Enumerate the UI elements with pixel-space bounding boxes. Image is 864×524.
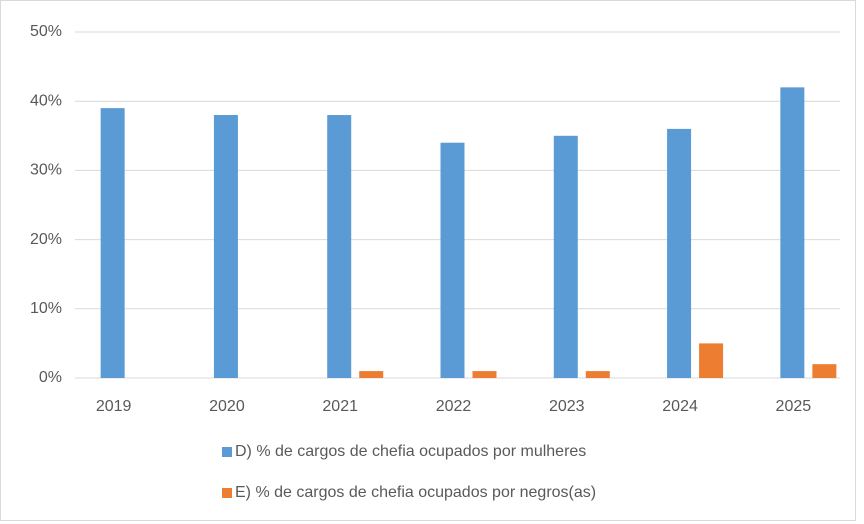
- x-tick-label: 2025: [776, 398, 812, 415]
- bar: [812, 364, 837, 378]
- x-tick-label: 2021: [322, 398, 358, 415]
- bar: [440, 142, 465, 378]
- y-tick-label: 0%: [39, 369, 62, 386]
- bar: [585, 371, 610, 378]
- y-tick-label: 40%: [30, 92, 62, 109]
- bar: [213, 115, 238, 378]
- legend-label: D) % de cargos de chefia ocupados por mu…: [235, 443, 586, 460]
- legend-swatch: [222, 488, 232, 498]
- y-tick-label: 10%: [30, 300, 62, 317]
- bar: [780, 87, 805, 379]
- bar: [699, 343, 724, 378]
- bar: [327, 115, 352, 378]
- y-tick-label: 30%: [30, 162, 62, 179]
- x-tick-label: 2023: [549, 398, 585, 415]
- x-tick-label: 2019: [96, 398, 132, 415]
- x-tick-label: 2022: [436, 398, 472, 415]
- legend-label: E) % de cargos de chefia ocupados por ne…: [235, 484, 596, 501]
- y-tick-label: 20%: [30, 231, 62, 248]
- x-tick-label: 2020: [209, 398, 245, 415]
- x-tick-label: 2024: [662, 398, 698, 415]
- legend-swatch: [222, 447, 232, 457]
- bar: [359, 371, 384, 378]
- bar: [667, 128, 692, 378]
- bar: [100, 108, 125, 379]
- y-tick-label: 50%: [30, 23, 62, 40]
- bar: [553, 135, 578, 378]
- bar: [472, 371, 497, 378]
